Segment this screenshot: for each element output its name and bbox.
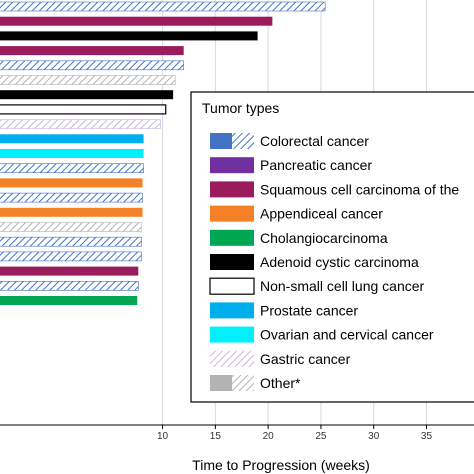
legend-label: Gastric cancer	[260, 351, 351, 367]
legend-label: Non-small cell lung cancer	[260, 278, 425, 294]
legend-item-non-small-cell-lung-cancer: Non-small cell lung cancer	[209, 277, 425, 295]
bars	[0, 1, 326, 305]
legend-swatch-hatched	[232, 133, 254, 149]
legend-item-other: Other*	[210, 375, 301, 391]
legend-item-squamous-cell-carcinoma-of-the: Squamous cell carcinoma of the	[210, 181, 459, 198]
legend-item-cholangiocarcinoma: Cholangiocarcinoma	[210, 229, 388, 246]
bar-2-squamous-cell-carcinoma-of-the	[0, 16, 273, 26]
bar-12-colorectal-cancer	[0, 163, 144, 173]
legend-item-adenoid-cystic-carcinoma: Adenoid cystic carcinoma	[210, 254, 419, 270]
bar-5-colorectal-cancer	[0, 60, 184, 71]
legend: Tumor types Colorectal cancer Pancreatic …	[190, 91, 474, 403]
bar-16-other	[0, 222, 142, 232]
x-tick-label-15: 15	[210, 431, 222, 442]
bar-6-other	[0, 75, 176, 85]
legend-item-appendiceal-cancer: Appendiceal cancer	[210, 205, 383, 222]
legend-swatch-solid	[210, 133, 232, 149]
legend-label: Ovarian and cervical cancer	[260, 327, 434, 343]
legend-swatch	[210, 350, 254, 367]
bar-8-non-small-cell-lung-cancer	[0, 104, 167, 115]
legend-swatch	[209, 277, 255, 295]
legend-title: Tumor types	[202, 100, 279, 116]
bar-13-appendiceal-cancer	[0, 178, 143, 188]
legend-label: Other*	[260, 375, 301, 391]
legend-item-prostate-cancer: Prostate cancer	[210, 302, 358, 319]
bar-21-cholangiocarcinoma	[0, 296, 138, 305]
bar-15-appendiceal-cancer	[0, 207, 143, 217]
bar-1-colorectal-cancer	[0, 1, 326, 12]
bar-17-colorectal-cancer	[0, 236, 142, 247]
bar-19-squamous-cell-carcinoma-of-the	[0, 266, 139, 276]
legend-label: Adenoid cystic carcinoma	[260, 254, 419, 270]
legend-label: Squamous cell carcinoma of the	[260, 181, 459, 197]
legend-swatch	[210, 326, 254, 343]
bar-18-colorectal-cancer	[0, 251, 142, 262]
bar-10-prostate-cancer	[0, 134, 144, 144]
legend-swatch	[210, 157, 254, 174]
legend-item-colorectal-cancer: Colorectal cancer	[210, 133, 369, 149]
x-tick-label-30: 30	[368, 431, 380, 442]
legend-label: Colorectal cancer	[260, 133, 369, 149]
legend-swatch	[210, 181, 254, 198]
bar-9-gastric-cancer	[0, 119, 161, 129]
bar-4-squamous-cell-carcinoma-of-the	[0, 46, 184, 56]
bar-11-ovarian-and-cervical-cancer	[0, 149, 144, 158]
legend-swatch	[210, 229, 254, 246]
x-tick-label-10: 10	[157, 431, 169, 442]
bar-3-adenoid-cystic-carcinoma	[0, 31, 258, 41]
legend-label: Appendiceal cancer	[260, 206, 383, 222]
legend-label: Prostate cancer	[260, 302, 358, 318]
legend-label: Pancreatic cancer	[260, 157, 372, 173]
legend-item-pancreatic-cancer: Pancreatic cancer	[210, 157, 372, 174]
x-tick-label-35: 35	[421, 431, 433, 442]
legend-swatch	[210, 205, 254, 222]
bar-20-colorectal-cancer	[0, 280, 139, 291]
bar-7-adenoid-cystic-carcinoma	[0, 90, 174, 100]
legend-swatch-hatched	[232, 375, 254, 391]
legend-label: Cholangiocarcinoma	[260, 230, 388, 246]
x-tick-label-25: 25	[315, 431, 327, 442]
legend-item-gastric-cancer: Gastric cancer	[210, 350, 351, 367]
x-tick-label-20: 20	[263, 431, 275, 442]
bar-14-colorectal-cancer	[0, 192, 143, 203]
legend-swatch	[210, 302, 254, 319]
legend-item-ovarian-and-cervical-cancer: Ovarian and cervical cancer	[210, 326, 434, 343]
legend-swatch-solid	[210, 375, 232, 391]
x-axis-label: Time to Progression (weeks)	[192, 457, 370, 473]
legend-swatch	[210, 254, 254, 270]
x-ticks: 10 15 20 25 30 35	[157, 425, 432, 442]
